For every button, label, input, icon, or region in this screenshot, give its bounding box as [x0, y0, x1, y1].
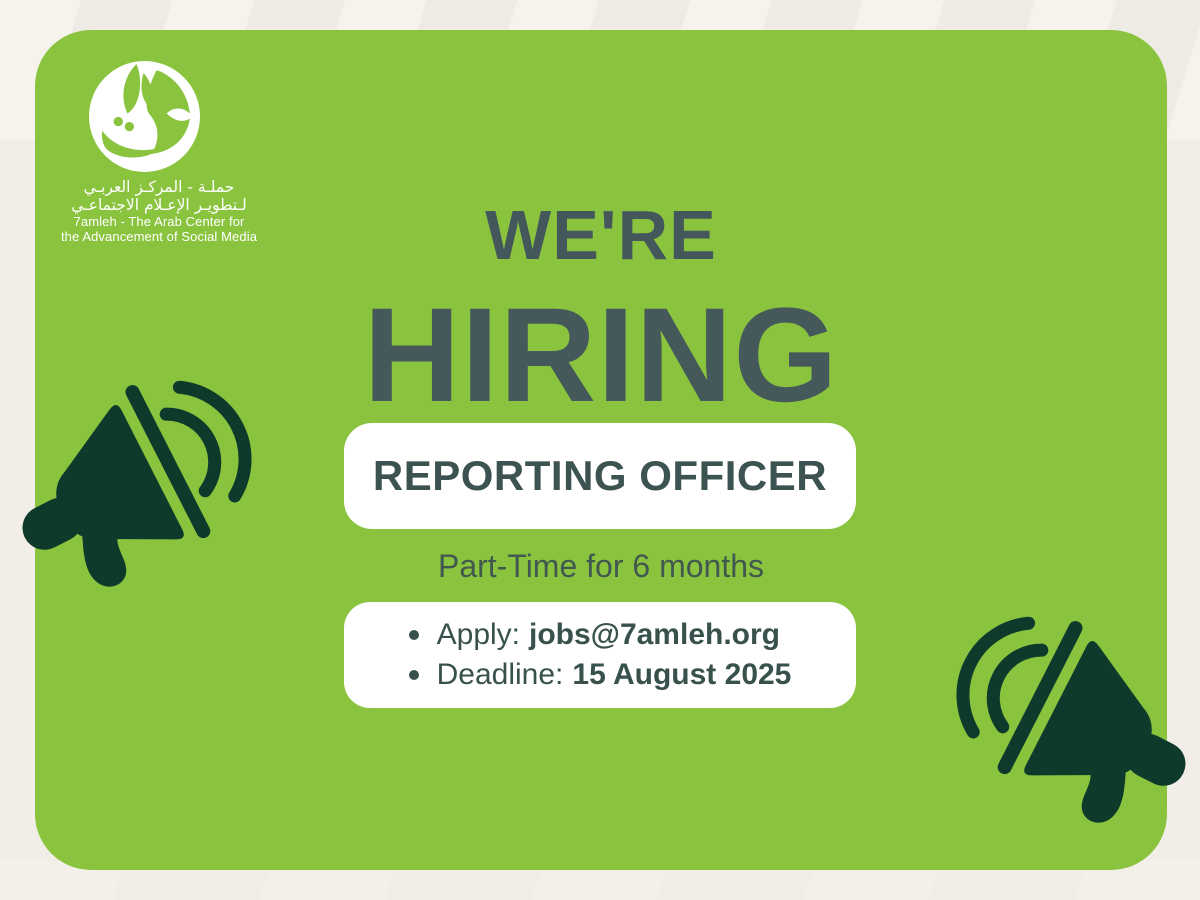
logo-arabic-line1: حملـة - المركـز العربـي	[83, 178, 235, 196]
apply-email: jobs@7amleh.org	[529, 618, 780, 651]
apply-detail-row: Apply: jobs@7amleh.org	[408, 618, 792, 652]
employment-type: Part-Time for 6 months	[437, 548, 764, 584]
deadline-date: 15 August 2025	[572, 658, 792, 691]
position-title-pill: REPORTING OFFICER	[344, 423, 856, 529]
application-details-box: Apply: jobs@7amleh.org Deadline: 15 Augu…	[344, 602, 856, 708]
deadline-detail-row: Deadline: 15 August 2025	[408, 658, 792, 692]
megaphone-icon	[956, 616, 1200, 833]
bullet-icon	[408, 630, 419, 640]
logo-english-line1: 7amleh - The Arab Center for	[73, 214, 245, 229]
bullet-icon	[408, 670, 419, 680]
megaphone-icon	[8, 380, 252, 597]
7amleh-logo-icon	[89, 61, 200, 172]
deadline-label: Deadline:	[436, 658, 564, 691]
headline-were: WE'RE	[485, 196, 717, 274]
application-details-list: Apply: jobs@7amleh.org Deadline: 15 Augu…	[408, 618, 792, 692]
position-title: REPORTING OFFICER	[372, 452, 828, 499]
logo-english-line2: the Advancement of Social Media	[60, 229, 258, 244]
headline-hiring: HIRING	[363, 281, 839, 430]
apply-label: Apply:	[436, 618, 521, 651]
logo-arabic-line2: لـتطويـر الإعـلام الاجتماعـي	[71, 196, 247, 214]
logo-wordmark: حملـة - المركـز العربـي لـتطويـر الإعـلا…	[55, 178, 263, 244]
